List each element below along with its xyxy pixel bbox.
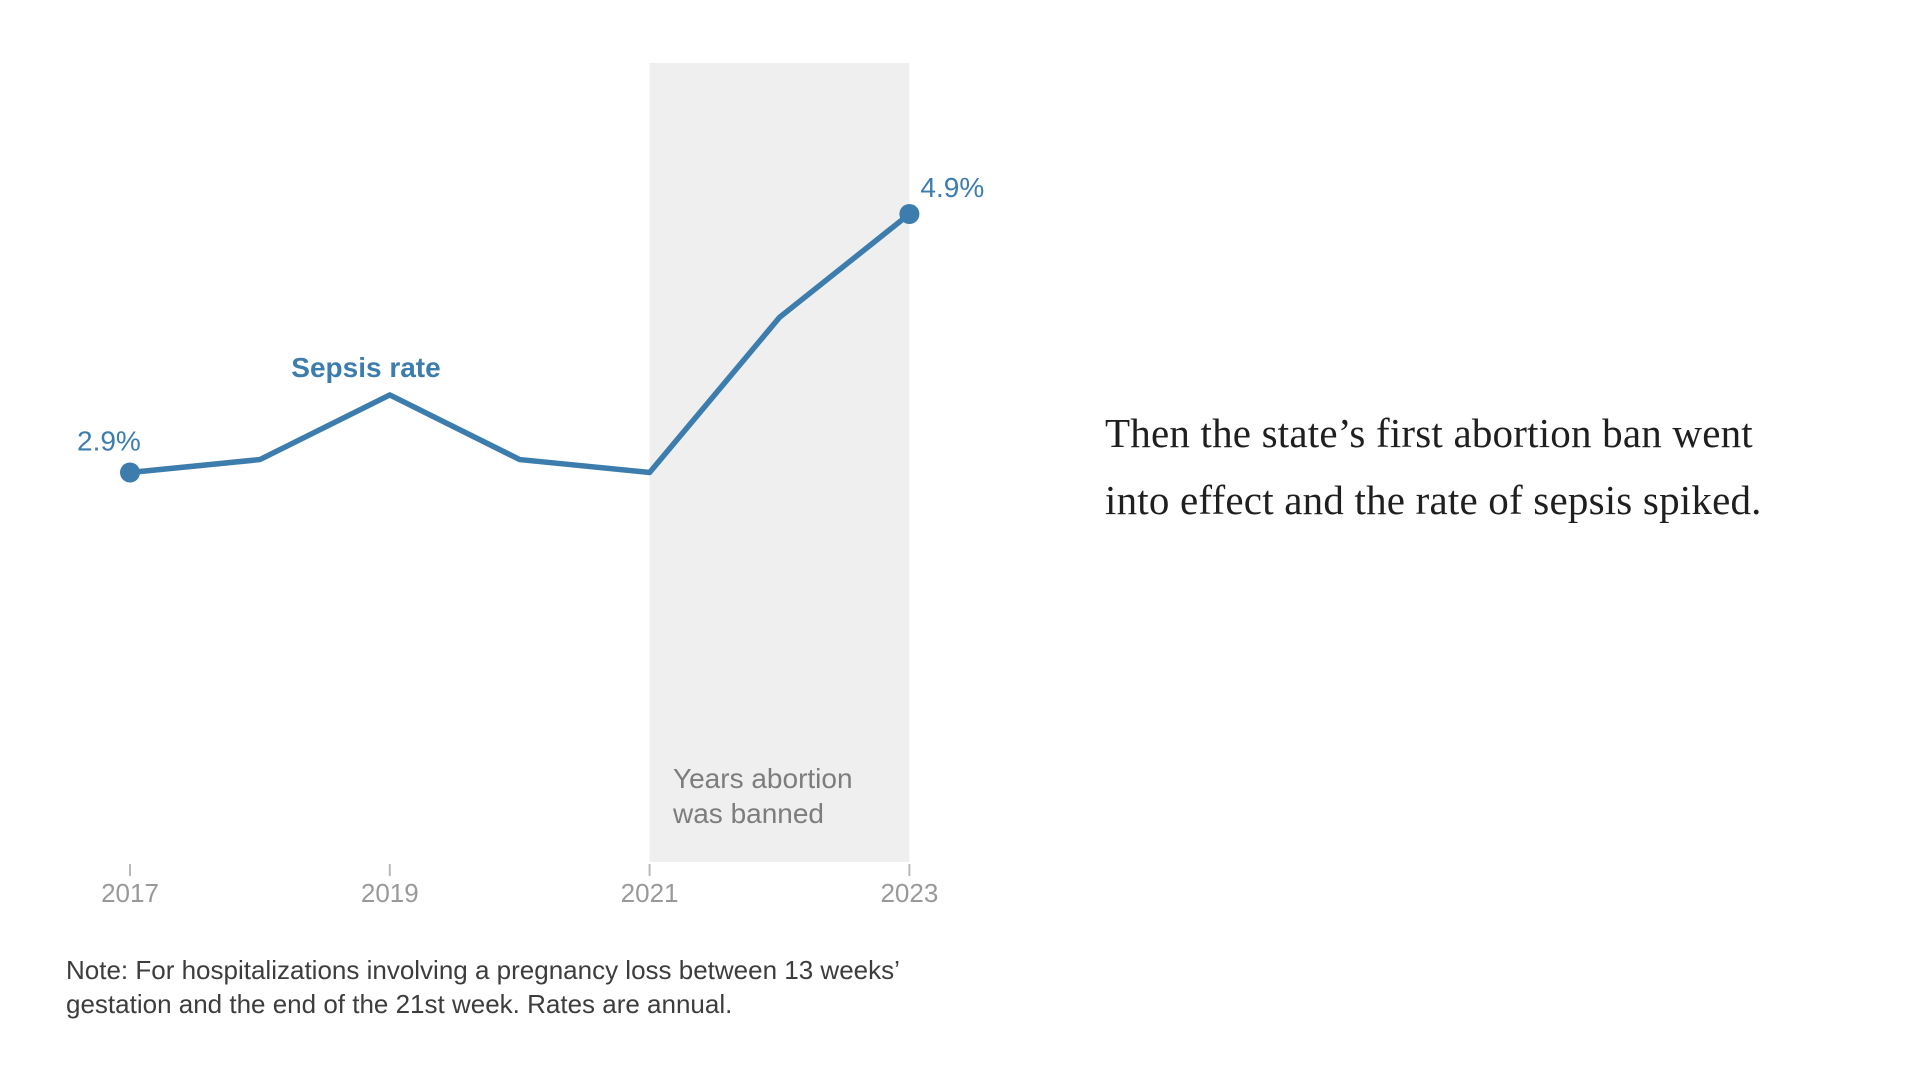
x-tick-label: 2021 [621, 878, 679, 908]
x-tick-label: 2019 [361, 878, 419, 908]
note-line-1: Note: For hospitalizations involving a p… [66, 955, 900, 985]
first-point-label: 2.9% [77, 426, 141, 457]
first-point-dot [120, 462, 140, 483]
last-point-dot [899, 204, 920, 224]
chart-note: Note: For hospitalizations involving a p… [66, 953, 900, 1021]
sepsis-rate-chart: Years abortion was banned 2017 2019 2021 20… [77, 63, 984, 908]
x-axis: 2017 2019 2021 2023 [101, 864, 938, 908]
series-label: Sepsis rate [291, 352, 440, 383]
x-tick-label: 2023 [880, 878, 938, 908]
band-label-line-1: Years abortion [673, 763, 853, 794]
x-tick-label: 2017 [101, 878, 159, 908]
annotation-line-1: Then the state’s first abortion ban went [1105, 410, 1753, 456]
band-label-line-2: was banned [672, 798, 824, 829]
last-point-label: 4.9% [920, 172, 984, 203]
banned-years-band [649, 63, 910, 862]
sepsis-line [129, 211, 912, 476]
annotation-line-2: into effect and the rate of sepsis spike… [1105, 477, 1762, 523]
annotation-text: Then the state’s first abortion ban went… [1105, 400, 1895, 534]
note-line-2: gestation and the end of the 21st week. … [66, 989, 733, 1019]
